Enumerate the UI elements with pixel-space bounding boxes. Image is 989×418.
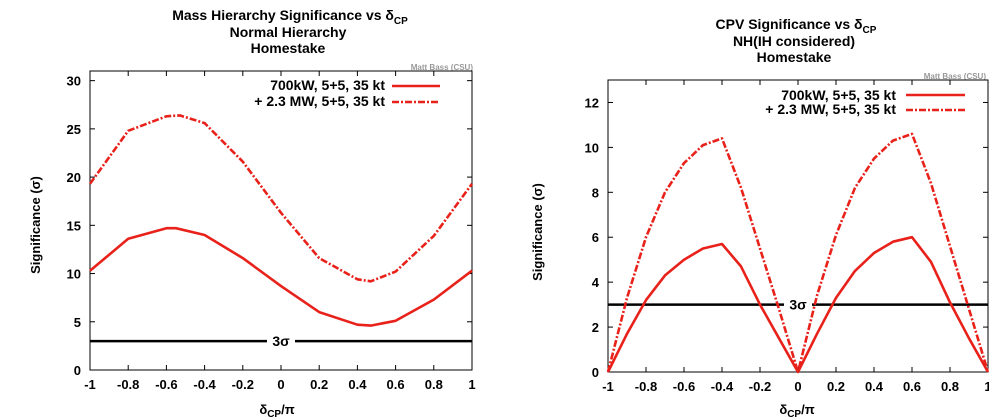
- chart1-xtick-label: -1: [84, 377, 96, 392]
- chart2-ytick-label: 4: [592, 275, 600, 290]
- chart1-ytick-label: 10: [67, 267, 81, 282]
- chart2-title-line3: Homestake: [757, 49, 832, 65]
- chart1-ylabel: Significance (σ): [28, 176, 43, 274]
- chart2-xtick-label: -0.6: [673, 379, 695, 394]
- chart2-3sigma-label: 3σ: [789, 297, 807, 313]
- chart1-xtick-label: -0.6: [155, 377, 177, 392]
- chart2-xtick-label: 0.2: [827, 379, 845, 394]
- chart2-plot-frame: [607, 79, 989, 373]
- chart2-ytick-label: 8: [592, 185, 599, 200]
- chart2-ytick-label: 6: [592, 230, 599, 245]
- chart2-title-line1: CPV Significance vs δCP: [716, 16, 877, 36]
- chart1-xtick-label: -0.4: [193, 377, 216, 392]
- chart1-legend-label-1: + 2.3 MW, 5+5, 35 kt: [254, 93, 385, 109]
- chart1-ytick-label: 20: [67, 170, 81, 185]
- chart1-ytick-label: 0: [74, 363, 81, 378]
- chart1-xtick-label: 0.6: [387, 377, 405, 392]
- chart1-xtick-label: -0.8: [117, 377, 139, 392]
- chart2-ytick-label: 12: [585, 95, 599, 110]
- chart1-xtick-label: 0.8: [425, 377, 443, 392]
- chart2-xtick-label: 0.4: [865, 379, 884, 394]
- chart2-xtick-label: 1: [984, 379, 989, 394]
- chart1-xlabel: δCP/π: [259, 402, 294, 418]
- chart2-title-line2: NH(IH considered): [733, 33, 855, 49]
- chart2-xtick-label: 0.6: [903, 379, 921, 394]
- chart1-axes: -1 -0.8 -0.6 -0.4 -0.2 0 0.2 0.4 0.6 0.8 105101520…: [67, 70, 476, 392]
- chart1-legend: 700kW, 5+5, 35 kt + 2.3 MW, 5+5, 35 kt: [254, 77, 440, 109]
- chart1-xtick-label: 0.4: [348, 377, 367, 392]
- chart2-legend-label-0: 700kW, 5+5, 35 kt: [781, 87, 896, 103]
- chart1-title-line1: Mass Hierarchy Significance vs δCP: [172, 7, 408, 27]
- chart2-legend-label-1: + 2.3 MW, 5+5, 35 kt: [765, 101, 896, 117]
- chart1-3sigma-label: 3σ: [272, 333, 290, 349]
- chart2-credit: Matt Bass (CSU): [924, 72, 987, 81]
- chart1-legend-label-0: 700kW, 5+5, 35 kt: [270, 77, 385, 93]
- chart2-legend: 700kW, 5+5, 35 kt + 2.3 MW, 5+5, 35 kt: [765, 87, 965, 117]
- chart2-series-0: [606, 235, 989, 374]
- chart2-ytick-label: 0: [592, 365, 599, 380]
- chart2-ytick-label: 10: [585, 140, 599, 155]
- chart1-3sigma-label-bg: [267, 333, 295, 350]
- chart1-series: [88, 114, 474, 327]
- chart1-ytick-label: 15: [67, 218, 81, 233]
- chart1-xtick-label: 0.2: [310, 377, 328, 392]
- chart1-xtick-label: 1: [468, 377, 475, 392]
- chart1-credit: Matt Bass (CSU): [411, 63, 474, 72]
- chart1-reference-line: 3σ: [90, 333, 472, 350]
- chart2-xtick-label: -1: [602, 379, 614, 394]
- chart2-xtick-label: 0.8: [941, 379, 959, 394]
- chart2-series-1: [606, 132, 989, 374]
- chart2-reference-line: 3σ: [608, 296, 988, 313]
- chart1-series-1: [88, 114, 474, 283]
- chart2-3sigma-label-bg: [784, 296, 812, 313]
- chart2-ylabel: Significance (σ): [530, 183, 545, 281]
- chart1-ytick-label: 5: [74, 315, 81, 330]
- chart2-xtick-label: -0.8: [635, 379, 657, 394]
- chart1-xtick-label: 0: [277, 377, 284, 392]
- chart2-axes: -1 -0.8 -0.6 -0.4 -0.2 0 0.2 0.4 0.6 0.8 102468101…: [585, 79, 989, 394]
- chart1-title-line3: Homestake: [251, 40, 326, 56]
- chart2-xlabel: δCP/π: [779, 402, 814, 418]
- chart1-title-line2: Normal Hierarchy: [230, 24, 347, 40]
- chart1-ytick-label: 30: [67, 74, 81, 89]
- chart2-xtick-label: -0.2: [749, 379, 771, 394]
- chart1-xtick-label: -0.2: [232, 377, 254, 392]
- chart1-plot-frame: [89, 70, 473, 371]
- chart-cpv: CPV Significance vs δCP NH(IH considered…: [530, 16, 989, 418]
- chart2-xtick-label: -0.4: [711, 379, 734, 394]
- chart1-series-0: [89, 226, 473, 327]
- chart2-ytick-label: 2: [592, 320, 599, 335]
- chart2-series: [606, 132, 989, 374]
- chart2-xtick-label: 0: [794, 379, 801, 394]
- chart1-ytick-label: 25: [67, 122, 81, 137]
- chart-mass-hierarchy: Mass Hierarchy Significance vs δCP Norma…: [28, 7, 476, 418]
